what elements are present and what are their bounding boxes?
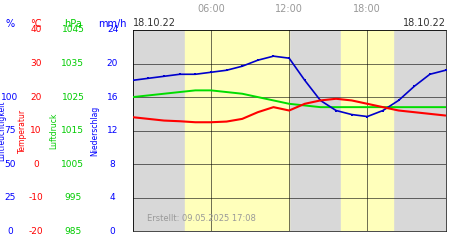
Text: 06:00: 06:00	[197, 4, 225, 14]
Text: 50: 50	[4, 160, 16, 169]
Text: Niederschlag: Niederschlag	[90, 106, 99, 156]
Text: Erstellt: 09.05.2025 17:08: Erstellt: 09.05.2025 17:08	[147, 214, 256, 223]
Text: -20: -20	[29, 227, 43, 236]
Text: 0: 0	[110, 227, 115, 236]
Text: 20: 20	[107, 59, 118, 68]
Text: 18.10.22: 18.10.22	[402, 18, 446, 28]
Text: %: %	[5, 19, 14, 29]
Text: 1045: 1045	[62, 26, 84, 35]
Text: 0: 0	[33, 160, 39, 169]
Text: 1005: 1005	[61, 160, 85, 169]
Text: 24: 24	[107, 26, 118, 35]
Text: 40: 40	[30, 26, 42, 35]
Text: 10: 10	[30, 126, 42, 135]
Text: 1035: 1035	[61, 59, 85, 68]
Text: -10: -10	[29, 193, 43, 202]
Bar	[184, 30, 289, 231]
Text: 12: 12	[107, 126, 118, 135]
Text: 20: 20	[30, 92, 42, 102]
Text: 985: 985	[64, 227, 81, 236]
Text: 4: 4	[110, 193, 115, 202]
Text: °C: °C	[30, 19, 42, 29]
Text: 0: 0	[7, 227, 13, 236]
Text: 100: 100	[1, 92, 18, 102]
Text: 995: 995	[64, 193, 81, 202]
Text: 1015: 1015	[61, 126, 85, 135]
Text: 1025: 1025	[62, 92, 84, 102]
Bar	[341, 30, 393, 231]
Text: 8: 8	[110, 160, 115, 169]
Text: 25: 25	[4, 193, 16, 202]
Text: 12:00: 12:00	[275, 4, 303, 14]
Text: 16: 16	[107, 92, 118, 102]
Text: mm/h: mm/h	[98, 19, 127, 29]
Text: 18:00: 18:00	[353, 4, 381, 14]
Text: Luftdruck: Luftdruck	[50, 112, 58, 149]
Text: 30: 30	[30, 59, 42, 68]
Text: hPa: hPa	[64, 19, 82, 29]
Text: Temperatur: Temperatur	[18, 108, 27, 153]
Text: 18.10.22: 18.10.22	[133, 18, 176, 28]
Text: Luftfeuchtigkeit: Luftfeuchtigkeit	[0, 100, 6, 161]
Text: 75: 75	[4, 126, 16, 135]
